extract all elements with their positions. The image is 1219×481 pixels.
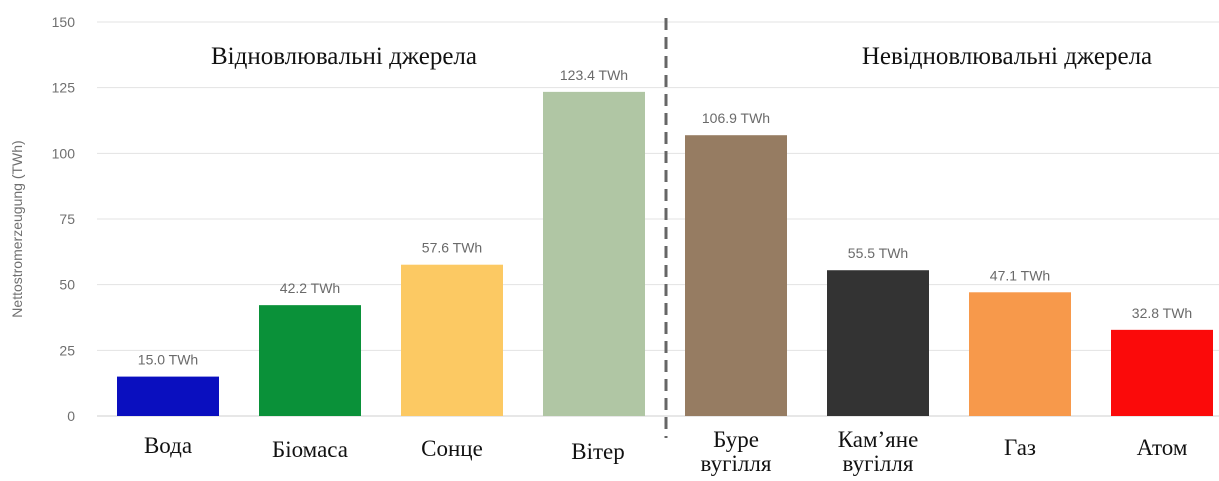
data-label-2: 57.6 TWh bbox=[422, 240, 482, 256]
data-label-1: 42.2 TWh bbox=[280, 280, 340, 296]
y-tick-label-100: 100 bbox=[52, 145, 76, 161]
group-label-nonrenewable: Невідновлювальні джерела bbox=[862, 43, 1152, 70]
category-label-5-line-1: вугілля bbox=[843, 451, 914, 476]
category-label-4-line-1: вугілля bbox=[701, 451, 772, 476]
bar-2 bbox=[401, 264, 503, 416]
category-label-7: Атом bbox=[1137, 435, 1188, 460]
bar-5 bbox=[827, 270, 929, 416]
bar-6 bbox=[969, 292, 1071, 416]
y-tick-label-75: 75 bbox=[59, 211, 75, 227]
y-tick-label-50: 50 bbox=[59, 277, 75, 293]
data-label-4: 106.9 TWh bbox=[702, 110, 770, 126]
bar-3 bbox=[543, 91, 645, 417]
category-label-0: Вода bbox=[144, 433, 192, 458]
category-label-6: Газ bbox=[1004, 435, 1036, 460]
category-label-3: Вітер bbox=[571, 439, 625, 464]
category-label-2: Сонце bbox=[421, 436, 483, 461]
bar-1 bbox=[259, 305, 361, 416]
bar-7 bbox=[1111, 329, 1213, 416]
bar-0 bbox=[117, 376, 219, 416]
data-label-5: 55.5 TWh bbox=[848, 245, 908, 261]
data-label-0: 15.0 TWh bbox=[138, 352, 198, 368]
y-tick-label-0: 0 bbox=[67, 408, 75, 424]
data-label-6: 47.1 TWh bbox=[990, 267, 1050, 283]
y-tick-label-125: 125 bbox=[52, 80, 76, 96]
group-label-renewable: Відновлювальні джерела bbox=[211, 43, 477, 70]
data-label-7: 32.8 TWh bbox=[1132, 305, 1192, 321]
category-label-5-line-0: Кам’яне bbox=[838, 427, 919, 452]
data-label-3: 123.4 TWh bbox=[560, 67, 628, 83]
category-label-4-line-0: Буре bbox=[713, 427, 759, 452]
y-axis-label: Nettostromerzeugung (TWh) bbox=[9, 140, 25, 317]
y-tick-label-150: 150 bbox=[52, 14, 76, 30]
bar-4 bbox=[685, 135, 787, 416]
category-label-1: Біомаса bbox=[272, 437, 348, 462]
y-tick-label-25: 25 bbox=[59, 342, 75, 358]
